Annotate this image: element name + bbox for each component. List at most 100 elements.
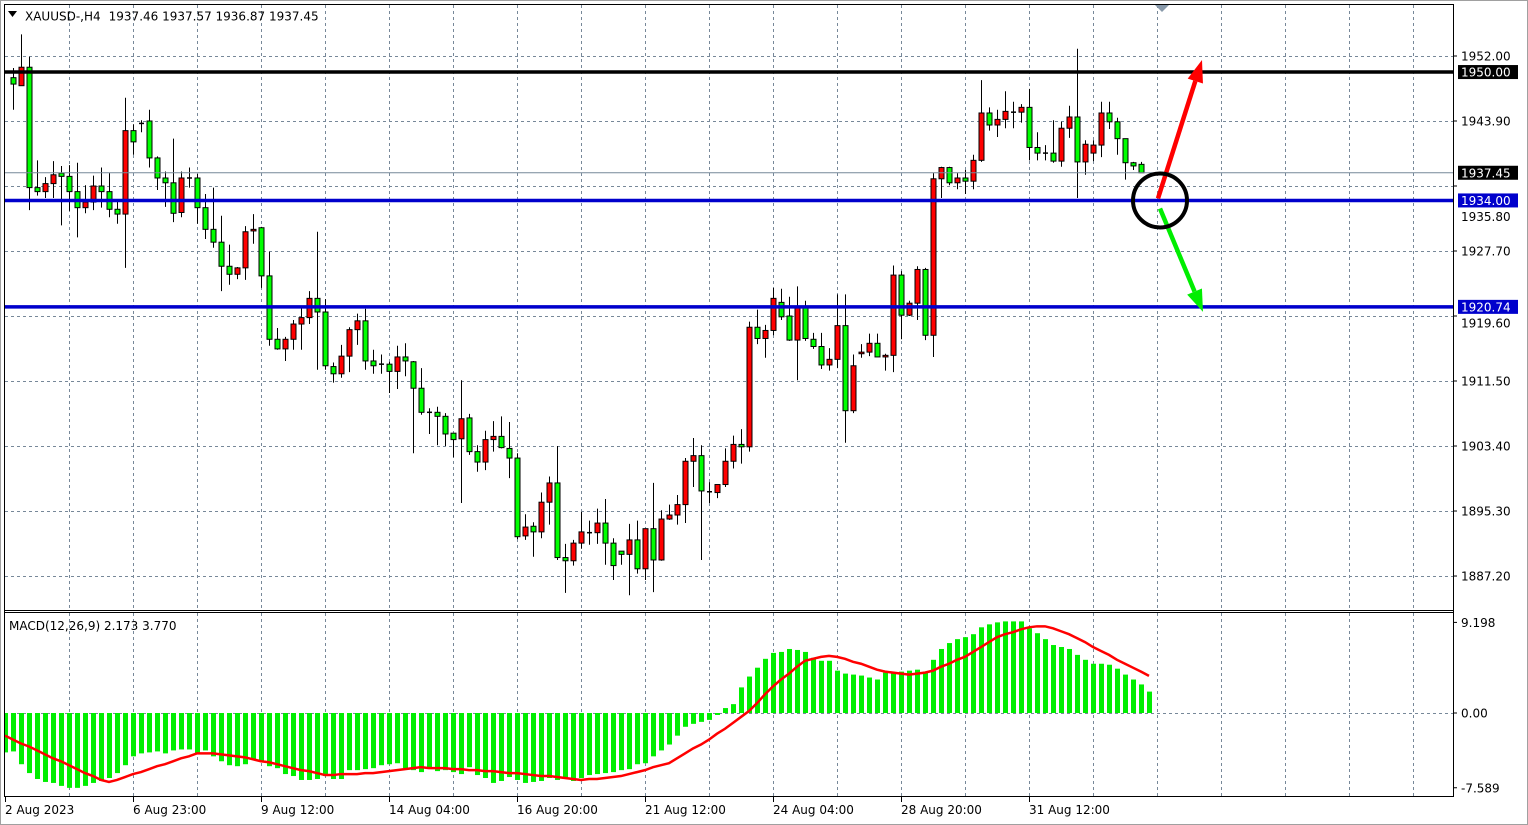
macd-histogram-bar bbox=[59, 713, 64, 786]
candle-body-bear bbox=[370, 360, 377, 367]
chart-menu-triangle-icon[interactable] bbox=[8, 11, 17, 17]
macd-histogram-bar bbox=[611, 713, 616, 773]
macd-axis: 9.198 0.00 -7.589 bbox=[1453, 616, 1500, 795]
candle-body-bull bbox=[578, 531, 585, 544]
breakout-circle bbox=[1131, 171, 1189, 230]
macd-histogram-bar bbox=[259, 713, 264, 762]
macd-histogram-bar bbox=[123, 713, 128, 766]
candle bbox=[394, 345, 401, 390]
candle-body-bull bbox=[570, 542, 577, 562]
macd-histogram-bar bbox=[651, 713, 656, 757]
up-arrow bbox=[1155, 60, 1203, 200]
macd-histogram-bar bbox=[771, 652, 776, 713]
macd-histogram-bar bbox=[787, 648, 792, 713]
macd-histogram-bar bbox=[283, 713, 288, 775]
candle bbox=[18, 34, 25, 87]
macd-histogram-bar bbox=[587, 713, 592, 776]
macd-histogram-bar bbox=[947, 643, 952, 713]
candle bbox=[746, 321, 753, 452]
candle bbox=[1058, 121, 1065, 167]
candle-body-bull bbox=[290, 323, 297, 340]
macd-histogram-bar bbox=[987, 624, 992, 713]
down-arrow bbox=[1157, 207, 1203, 312]
candle-body-bull bbox=[250, 228, 257, 232]
candle-body-bull bbox=[458, 418, 465, 440]
macd-axis-label: 0.00 bbox=[1461, 707, 1488, 721]
candle bbox=[322, 299, 329, 370]
candle-body-bear bbox=[650, 528, 657, 561]
candle bbox=[1034, 132, 1041, 161]
bid-price-tag bbox=[1458, 165, 1518, 180]
time-label: 16 Aug 20:00 bbox=[517, 803, 598, 817]
macd-histogram-bar bbox=[835, 670, 840, 713]
macd-histogram-bar bbox=[163, 713, 168, 754]
macd-histogram-bar bbox=[915, 669, 920, 713]
macd-histogram-bar bbox=[1043, 639, 1048, 713]
macd-histogram-bar bbox=[515, 713, 520, 780]
candle bbox=[730, 435, 737, 469]
candle-body-bear bbox=[1050, 152, 1057, 162]
macd-histogram-bar bbox=[11, 713, 16, 752]
candle bbox=[1050, 120, 1057, 163]
candle bbox=[346, 327, 353, 373]
candle bbox=[962, 169, 969, 195]
candle bbox=[50, 161, 57, 199]
macd-histogram-bar bbox=[299, 713, 304, 780]
macd-histogram-bar bbox=[267, 713, 272, 767]
macd-histogram-bar bbox=[1107, 664, 1112, 713]
macd-histogram-bar bbox=[219, 713, 224, 762]
time-axis: 2 Aug 2023 6 Aug 23:00 9 Aug 12:00 14 Au… bbox=[5, 797, 1110, 817]
candle bbox=[642, 528, 649, 581]
candle-body-bull bbox=[690, 455, 697, 462]
candle bbox=[818, 332, 825, 369]
macd-histogram-bar bbox=[691, 713, 696, 724]
candle-body-bear bbox=[778, 301, 785, 318]
macd-histogram-bar bbox=[755, 667, 760, 713]
candle bbox=[882, 353, 889, 371]
macd-histogram-bar bbox=[1067, 648, 1072, 713]
candle-body-bull bbox=[730, 443, 737, 462]
candle-body-bear bbox=[58, 172, 65, 177]
candle-body-bull bbox=[546, 482, 553, 503]
macd-histogram-bar bbox=[275, 713, 280, 769]
candle bbox=[930, 173, 937, 357]
macd-histogram-bar bbox=[619, 713, 624, 771]
macd-histogram-bar bbox=[547, 713, 552, 779]
candle-body-bull bbox=[298, 317, 305, 325]
macd-histogram-bar bbox=[675, 713, 680, 736]
candle bbox=[354, 313, 361, 345]
macd-histogram-bar bbox=[195, 713, 200, 754]
up-arrow-shaft bbox=[1155, 80, 1198, 200]
candle-body-bull bbox=[658, 518, 665, 561]
macd-histogram-bar bbox=[315, 713, 320, 779]
candle-body-bear bbox=[810, 338, 817, 348]
price-axis[interactable]: 1952.00 1943.90 1935.80 1927.70 1919.60 1911.… bbox=[1453, 50, 1518, 584]
candle bbox=[187, 167, 192, 188]
candle-body-bull bbox=[82, 201, 89, 209]
price-label: 1887.20 bbox=[1461, 570, 1511, 584]
candle-body-bear bbox=[634, 539, 641, 570]
macd-histogram-bar bbox=[1123, 674, 1128, 713]
macd-histogram-bar bbox=[747, 676, 752, 713]
candle-body-bear bbox=[1026, 106, 1033, 148]
macd-histogram-bar bbox=[435, 713, 440, 772]
candle bbox=[994, 109, 1001, 138]
candle bbox=[114, 199, 121, 224]
candle bbox=[218, 215, 225, 292]
candle bbox=[1106, 101, 1113, 130]
candle bbox=[778, 288, 785, 321]
macd-histogram-bar bbox=[491, 713, 496, 783]
candle-body-bull bbox=[346, 329, 353, 357]
macd-histogram-bar bbox=[979, 627, 984, 713]
macd-histogram-bar bbox=[43, 713, 48, 782]
chart-shift-marker-icon[interactable] bbox=[1155, 5, 1169, 12]
candle bbox=[1082, 140, 1089, 175]
candle bbox=[986, 107, 993, 131]
candle bbox=[34, 160, 41, 196]
macd-histogram-bar bbox=[115, 713, 120, 774]
candle bbox=[386, 361, 393, 394]
macd-axis-label: -7.589 bbox=[1461, 781, 1500, 795]
time-label: 14 Aug 04:00 bbox=[389, 803, 470, 817]
candle-body-bear bbox=[922, 268, 929, 336]
